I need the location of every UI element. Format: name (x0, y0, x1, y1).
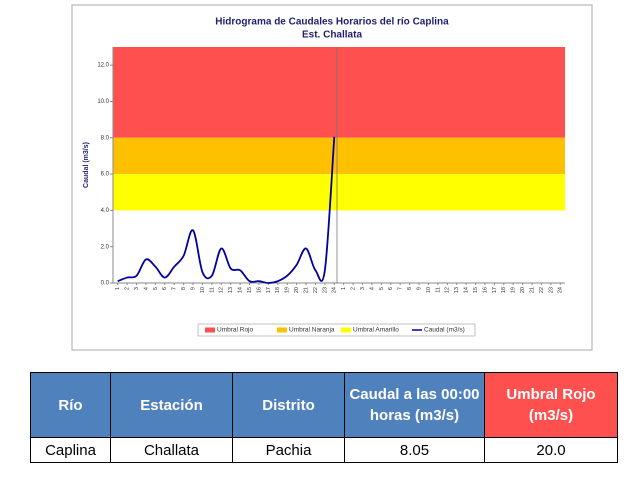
x-tick-label: 14 (464, 287, 470, 293)
y-tick-label: 0.0 (101, 281, 110, 287)
x-tick-label: 17 (266, 287, 272, 293)
x-tick-label: 3 (360, 287, 366, 290)
x-tick-label: 15 (473, 287, 479, 293)
legend-label: Umbral Rojo (217, 327, 254, 334)
table: Río Estación Distrito Caudal a las 00:00… (30, 372, 618, 463)
x-tick-label: 4 (143, 287, 149, 290)
legend-swatch (277, 327, 287, 333)
x-tick-label: 19 (285, 287, 291, 293)
x-tick-label: 24 (558, 287, 564, 293)
x-tick-label: 12 (219, 287, 225, 293)
x-tick-label: 4 (369, 287, 375, 290)
flow-line (117, 136, 336, 284)
x-tick-label: 23 (548, 287, 554, 293)
chart: Hidrograma de Caudales Horarios del río … (71, 4, 593, 351)
x-tick-label: 7 (398, 287, 404, 290)
y-tick-label: 4.0 (101, 208, 110, 214)
x-tick-label: 23 (322, 287, 328, 293)
x-tick-label: 7 (172, 287, 178, 290)
header-cell: Caudal a las 00:00 horas (m3/s) (344, 372, 485, 438)
x-tick-label: 1 (341, 287, 347, 290)
y-axis-label: Caudal (m3/s) (83, 142, 90, 188)
x-tick-label: 1 (115, 287, 121, 290)
x-tick-label: 19 (511, 287, 517, 293)
x-tick-label: 13 (454, 287, 460, 293)
y-tick-label: 12.0 (97, 63, 109, 69)
y-tick-label: 2.0 (101, 244, 110, 250)
x-tick-label: 15 (247, 287, 253, 293)
legend-label: Caudal (m3/s) (424, 327, 465, 334)
cell: Challata (110, 437, 233, 463)
x-tick-label: 5 (153, 287, 159, 290)
x-tick-label: 21 (303, 287, 309, 293)
x-tick-label: 11 (209, 287, 215, 293)
y-tick-label: 10.0 (97, 99, 109, 105)
x-tick-label: 10 (426, 287, 432, 293)
x-tick-label: 24 (332, 287, 338, 293)
y-tick-label: 8.0 (101, 135, 110, 141)
y-tick-label: 6.0 (101, 172, 110, 178)
x-tick-label: 6 (162, 287, 168, 290)
legend-label: Umbral Amarillo (353, 327, 399, 334)
x-tick-label: 8 (181, 287, 187, 290)
x-tick-label: 16 (482, 287, 488, 293)
cell: Caplina (30, 437, 111, 463)
x-tick-label: 11 (435, 287, 441, 293)
header-cell: Umbral Rojo (m3/s) (484, 372, 618, 438)
x-tick-label: 16 (256, 287, 262, 293)
x-tick-label: 9 (416, 287, 422, 290)
x-tick-label: 18 (275, 287, 281, 293)
x-tick-label: 3 (134, 287, 140, 290)
legend-swatch (341, 327, 351, 333)
x-tick-label: 17 (492, 287, 498, 293)
x-tick-label: 18 (501, 287, 507, 293)
threshold-band (113, 174, 565, 211)
x-tick-label: 22 (313, 287, 319, 293)
x-tick-label: 21 (529, 287, 535, 293)
x-tick-label: 8 (407, 287, 413, 290)
x-tick-label: 10 (200, 287, 206, 293)
x-tick-label: 14 (238, 287, 244, 293)
cell: 20.0 (484, 437, 618, 463)
x-tick-label: 22 (539, 287, 545, 293)
x-tick-label: 5 (379, 287, 385, 290)
threshold-band (113, 47, 565, 138)
x-tick-label: 6 (388, 287, 394, 290)
cell: 8.05 (344, 437, 485, 463)
x-tick-label: 9 (190, 287, 196, 290)
legend-swatch (205, 327, 215, 333)
legend-label: Umbral Naranja (289, 327, 335, 334)
x-tick-label: 2 (351, 287, 357, 290)
threshold-band (113, 137, 565, 175)
cell: Pachia (232, 437, 345, 463)
chart-subtitle: Est. Challata (302, 30, 362, 41)
x-tick-label: 12 (445, 287, 451, 293)
x-tick-label: 20 (520, 287, 526, 293)
x-tick-label: 13 (228, 287, 234, 293)
legend-box (197, 323, 476, 337)
x-tick-label: 2 (125, 287, 131, 290)
header-cell: Estación (110, 372, 233, 438)
header-cell: Distrito (232, 372, 345, 438)
chart-title: Hidrograma de Caudales Horarios del río … (215, 17, 449, 28)
header-cell: Río (30, 372, 111, 438)
x-tick-label: 20 (294, 287, 300, 293)
